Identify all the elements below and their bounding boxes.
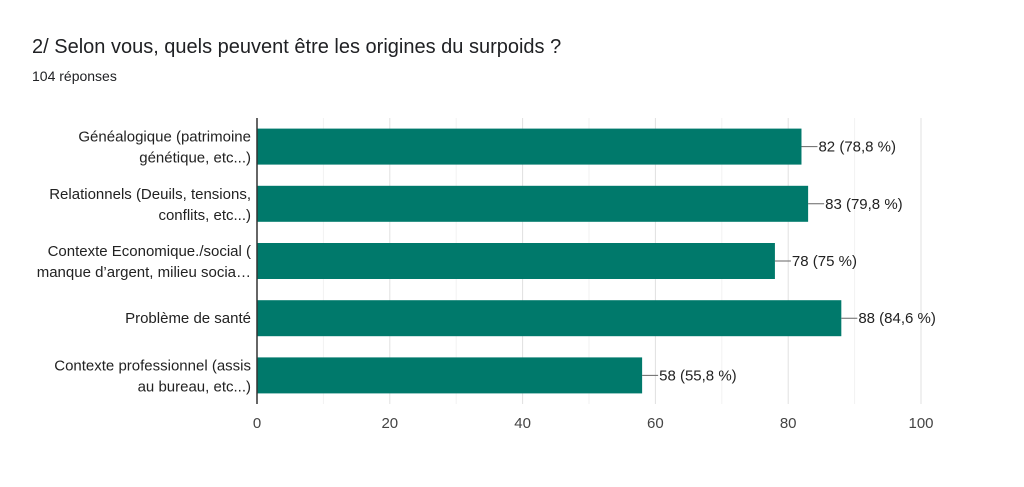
bar-0 — [257, 128, 802, 165]
x-tick-label-2: 40 — [514, 415, 531, 432]
chart-title: 2/ Selon vous, quels peuvent être les or… — [32, 36, 562, 58]
data-label-2: 78 (75 %) — [792, 253, 857, 270]
data-label-0: 82 (78,8 %) — [818, 139, 896, 156]
bar-3 — [257, 300, 842, 337]
data-label-3: 88 (84,6 %) — [858, 310, 936, 327]
x-tick-label-4: 80 — [780, 415, 797, 432]
category-label-0-1: génétique, etc...) — [139, 150, 251, 167]
bar-1 — [257, 185, 809, 222]
category-label-2-0: Contexte Economique./social ( — [48, 243, 251, 260]
category-label-2-1: manque d’argent, milieu socia… — [37, 264, 251, 281]
data-label-1: 83 (79,8 %) — [825, 196, 903, 213]
category-label-4-0: Contexte professionnel (assis — [54, 357, 251, 374]
category-label-4-1: au bureau, etc...) — [138, 378, 251, 395]
data-label-4: 58 (55,8 %) — [659, 367, 737, 384]
response-count: 104 réponses — [32, 68, 117, 84]
bar-2 — [257, 243, 775, 279]
category-label-0-0: Généalogique (patrimoine — [78, 129, 251, 146]
x-tick-label-1: 20 — [381, 415, 398, 432]
x-tick-label-0: 0 — [253, 415, 261, 432]
category-label-1-1: conflits, etc...) — [158, 207, 251, 224]
bar-4 — [257, 357, 643, 394]
category-label-3-0: Problème de santé — [125, 310, 251, 327]
x-tick-label-5: 100 — [908, 415, 933, 432]
category-label-1-0: Relationnels (Deuils, tensions, — [49, 186, 251, 203]
x-tick-label-3: 60 — [647, 415, 664, 432]
